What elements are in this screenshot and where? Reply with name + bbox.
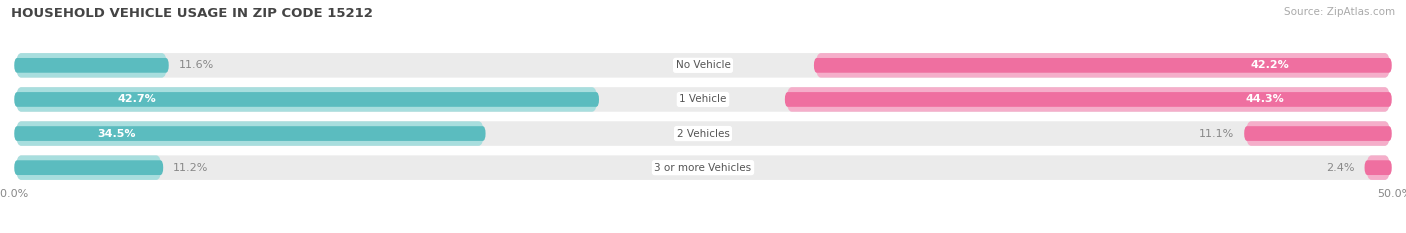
Text: 11.2%: 11.2% xyxy=(173,163,208,173)
FancyBboxPatch shape xyxy=(17,53,1389,78)
Text: Source: ZipAtlas.com: Source: ZipAtlas.com xyxy=(1284,7,1395,17)
FancyBboxPatch shape xyxy=(1246,121,1389,146)
Text: 2 Vehicles: 2 Vehicles xyxy=(676,129,730,139)
FancyBboxPatch shape xyxy=(787,87,1389,112)
Text: 2.4%: 2.4% xyxy=(1326,163,1354,173)
Text: 1 Vehicle: 1 Vehicle xyxy=(679,94,727,104)
Text: 42.2%: 42.2% xyxy=(1251,60,1289,70)
FancyBboxPatch shape xyxy=(17,121,484,146)
Text: 34.5%: 34.5% xyxy=(97,129,135,139)
FancyBboxPatch shape xyxy=(1365,160,1392,175)
FancyBboxPatch shape xyxy=(814,58,1392,73)
FancyBboxPatch shape xyxy=(17,87,598,112)
FancyBboxPatch shape xyxy=(14,92,599,107)
FancyBboxPatch shape xyxy=(17,53,167,78)
FancyBboxPatch shape xyxy=(1244,126,1392,141)
FancyBboxPatch shape xyxy=(17,87,1389,112)
Text: 11.6%: 11.6% xyxy=(179,60,214,70)
FancyBboxPatch shape xyxy=(17,121,1389,146)
Text: 3 or more Vehicles: 3 or more Vehicles xyxy=(654,163,752,173)
FancyBboxPatch shape xyxy=(815,53,1389,78)
FancyBboxPatch shape xyxy=(785,92,1392,107)
Text: 42.7%: 42.7% xyxy=(118,94,156,104)
FancyBboxPatch shape xyxy=(17,155,1389,180)
FancyBboxPatch shape xyxy=(14,160,163,175)
FancyBboxPatch shape xyxy=(17,155,162,180)
Text: HOUSEHOLD VEHICLE USAGE IN ZIP CODE 15212: HOUSEHOLD VEHICLE USAGE IN ZIP CODE 1521… xyxy=(11,7,373,20)
Text: 44.3%: 44.3% xyxy=(1246,94,1285,104)
FancyBboxPatch shape xyxy=(1367,155,1389,180)
FancyBboxPatch shape xyxy=(14,58,169,73)
Text: 11.1%: 11.1% xyxy=(1199,129,1234,139)
FancyBboxPatch shape xyxy=(14,126,485,141)
Text: No Vehicle: No Vehicle xyxy=(675,60,731,70)
